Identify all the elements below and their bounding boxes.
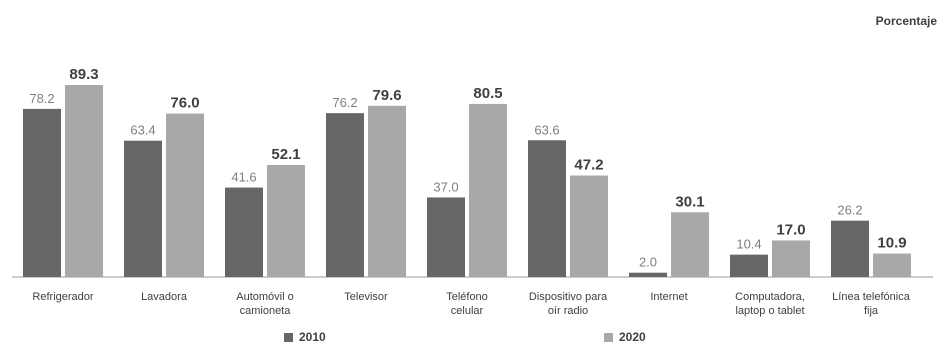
- data-label-2010-1: 63.4: [130, 123, 155, 138]
- legend-item-2010: 2010: [284, 330, 326, 344]
- data-label-2020-0: 89.3: [69, 66, 98, 83]
- category-label-8: Línea telefónica fija: [832, 291, 911, 317]
- data-label-2010-8: 26.2: [837, 203, 862, 218]
- bar-2020-1: [166, 113, 204, 277]
- data-label-2010-5: 63.6: [534, 122, 559, 137]
- data-label-2010-2: 41.6: [231, 170, 256, 185]
- data-label-2020-3: 79.6: [372, 87, 401, 104]
- data-label-2010-4: 37.0: [433, 179, 458, 194]
- legend-swatch-2020: [604, 332, 613, 342]
- bar-2020-2: [267, 164, 305, 277]
- category-label-4: Teléfono celular: [446, 291, 488, 317]
- legend-swatch-2010: [284, 332, 293, 342]
- data-label-2020-1: 76.0: [170, 95, 199, 112]
- data-label-2010-3: 76.2: [332, 95, 357, 110]
- bar-2010-4: [427, 197, 465, 277]
- legend-label-2010: 2010: [299, 330, 326, 344]
- bar-2010-6: [629, 272, 667, 277]
- category-label-6: Internet: [650, 291, 687, 303]
- category-label-1: Lavadora: [141, 291, 188, 303]
- bar-2020-4: [469, 103, 507, 277]
- bar-2020-3: [368, 105, 406, 277]
- category-label-0: Refrigerador: [32, 291, 93, 303]
- unit-label: Porcentaje: [875, 14, 937, 28]
- bar-2010-7: [730, 254, 768, 277]
- bar-2020-0: [65, 85, 103, 277]
- bar-2020-7: [772, 240, 810, 277]
- data-label-2020-2: 52.1: [271, 146, 300, 163]
- bar-2010-8: [831, 220, 869, 277]
- data-label-2020-4: 80.5: [473, 85, 502, 102]
- bar-2010-3: [326, 113, 364, 277]
- bar-2010-0: [23, 108, 61, 278]
- bar-2010-1: [124, 140, 162, 277]
- category-label-7: Computadora, laptop o tablet: [735, 291, 805, 317]
- bar-chart: 78.2 89.3 Refrigerador 63.4 76.0 Lavadora 41.6…: [12, 66, 933, 317]
- data-label-2010-0: 78.2: [29, 91, 54, 106]
- legend-label-2020: 2020: [619, 330, 646, 344]
- data-label-2010-7: 10.4: [736, 237, 761, 252]
- bar-2020-6: [671, 212, 709, 277]
- data-label-2020-6: 30.1: [675, 193, 704, 210]
- bar-2010-5: [528, 140, 566, 277]
- bar-2010-2: [225, 187, 263, 277]
- data-label-2020-5: 47.2: [574, 157, 603, 174]
- data-label-2010-6: 2.0: [639, 255, 657, 270]
- bar-2020-8: [873, 253, 911, 277]
- category-label-5: Dispositivo para oír radio: [529, 291, 608, 317]
- data-label-2020-8: 10.9: [877, 235, 906, 252]
- bar-2020-5: [570, 175, 608, 277]
- category-label-3: Televisor: [344, 291, 388, 303]
- data-label-2020-7: 17.0: [776, 221, 805, 238]
- legend-item-2020: 2020: [604, 330, 646, 344]
- category-label-2: Automóvil o camioneta: [236, 291, 293, 317]
